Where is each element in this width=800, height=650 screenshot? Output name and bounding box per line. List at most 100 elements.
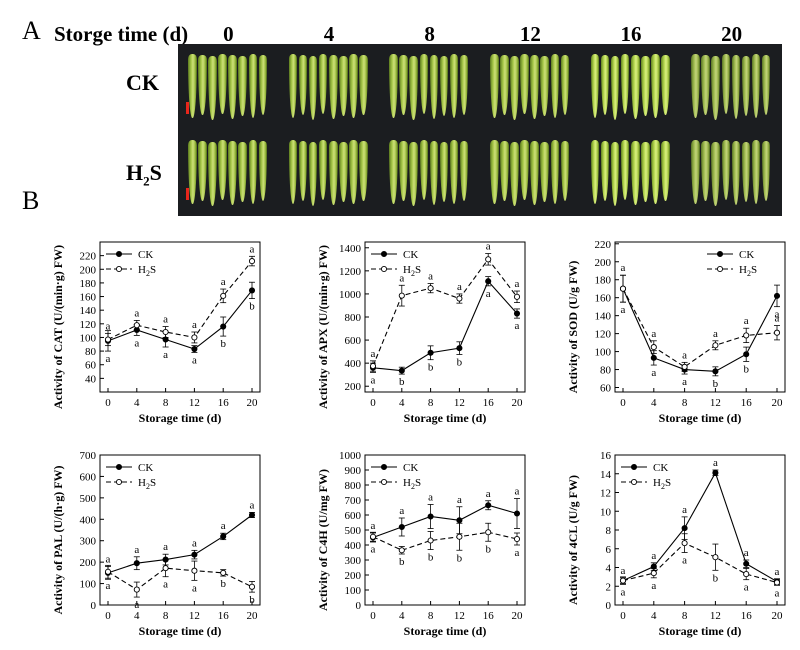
okra-pod [339,56,348,116]
okra-pod [248,54,258,118]
data-point [104,568,112,575]
okra-pod [641,56,650,116]
x-axis-label: Storage time (d) [139,624,222,638]
okra-pod [731,55,741,119]
scale-bar [186,102,189,114]
x-tick-label: 0 [105,397,111,409]
x-tick-label: 0 [620,397,626,409]
legend-marker [115,265,123,273]
significance-letter: b [457,357,463,369]
y-tick-label: 800 [345,480,362,492]
okra-pod [238,142,247,202]
significance-letter: a [221,520,226,532]
x-tick-label: 16 [483,610,495,622]
x-tick-label: 12 [710,397,721,409]
data-point [773,292,781,299]
okra-pod [661,141,670,201]
y-tick-label: 1000 [339,289,362,301]
significance-letter: a [515,278,520,290]
y-tick-label: 40 [85,373,97,385]
y-tick-label: 500 [345,525,362,537]
y-tick-label: 0 [356,600,362,612]
day-label: 4 [323,22,335,46]
okra-pod [610,56,620,120]
x-axis-label: Storage time (d) [404,624,487,638]
x-tick-label: 12 [189,610,200,622]
data-point [650,344,657,351]
significance-letter: a [515,486,520,498]
okra-pod [349,54,358,118]
x-tick-label: 8 [682,397,688,409]
okra-pod [610,142,620,206]
okra-pod [560,55,570,115]
okra-pod [540,56,549,116]
significance-letter: a [250,499,255,511]
y-tick-label: 300 [345,555,362,567]
significance-letter: a [371,520,376,532]
y-tick-label: 600 [345,335,362,347]
legend-marker [380,250,388,258]
significance-letter: a [621,565,626,577]
y-tick-label: 220 [595,239,612,251]
okra-pod [318,54,328,114]
series-line [107,260,253,340]
significance-letter: b [428,362,434,374]
day-label: 0 [223,22,234,46]
x-tick-label: 8 [428,610,434,622]
okra-pod [409,142,419,206]
series-line [372,280,518,372]
data-point [133,322,140,329]
y-tick-label: 80 [600,365,612,377]
y-tick-label: 700 [80,450,97,462]
okra-pod [389,140,398,204]
significance-letter: a [163,541,168,553]
legend-marker [716,265,724,273]
data-point [485,529,492,536]
okra-pod [630,141,640,205]
legend-marker [716,250,724,258]
plot-frame [99,454,261,606]
significance-letter: a [134,599,139,611]
okra-pod [439,56,449,116]
y-tick-label: 60 [85,360,97,372]
y-tick-label: 300 [80,536,97,548]
y-tick-label: 800 [345,312,362,324]
okra-pod [429,55,439,119]
y-tick-label: 80 [85,346,97,358]
okra-pod [661,55,670,115]
data-point [681,525,688,532]
significance-letter: b [457,552,463,564]
x-tick-label: 4 [651,610,657,622]
data-point [220,292,227,299]
x-tick-label: 12 [454,610,465,622]
significance-letter: b [428,552,434,564]
y-axis-label: Activity of 4CL (U/g FW) [566,475,580,605]
okra-pod [741,56,751,116]
x-tick-label: 16 [741,610,753,622]
series-line [372,504,518,539]
y-tick-label: 160 [595,293,612,305]
significance-letter: b [713,378,719,390]
data-point [712,368,719,375]
series-line [372,531,518,551]
okra-photo-cell [687,138,776,208]
chart-pal: 0 4 8 12 16 20 0 100 200 300 400 500 600 700 Storage t… [0,435,265,650]
significance-letter: a [134,337,139,349]
significance-letter: a [651,580,656,592]
okra-pod [590,54,600,118]
data-point [650,570,657,577]
significance-letter: a [457,281,462,293]
significance-letter: a [428,271,433,283]
okra-pod [600,141,610,201]
okra-pod [328,141,338,205]
okra-pod [218,140,227,200]
data-point [369,362,377,370]
data-point [773,579,781,586]
okra-photo-cell [184,52,273,122]
significance-letter: b [399,376,405,388]
x-tick-label: 0 [370,610,376,622]
okra-pod [399,55,408,115]
okra-pod [600,55,610,115]
x-axis-label: Storage time (d) [659,411,742,425]
